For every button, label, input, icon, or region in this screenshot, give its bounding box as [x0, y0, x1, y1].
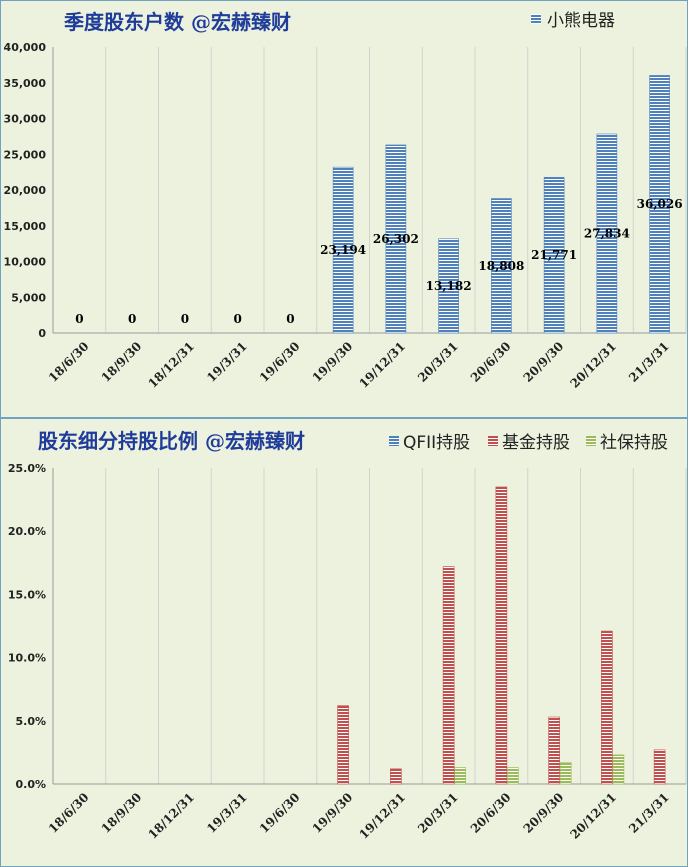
x-tick-label: 19/3/31: [204, 339, 250, 385]
bar-20/12/31: [612, 754, 625, 785]
bar-19/12/31: [390, 768, 402, 785]
y-axis-ticks: 0 5,000 10,000 15,000 20,000 25,000 30,000 35,0…: [4, 41, 47, 340]
data-label: 18,808: [478, 259, 524, 273]
x-tick-label: 20/9/30: [521, 790, 567, 836]
x-tick-label: 18/9/30: [99, 790, 145, 836]
y-tick-label: 10.0%: [8, 652, 46, 665]
bars: [337, 486, 666, 785]
y-tick-label: 40,000: [4, 41, 47, 54]
x-tick-label: 19/9/30: [310, 790, 356, 836]
bar-20/3/31: [442, 566, 455, 785]
y-tick-label: 15,000: [4, 220, 47, 233]
x-tick-label: 19/6/30: [257, 339, 303, 385]
x-tick-label: 21/3/31: [626, 339, 672, 385]
x-tick-label: 20/6/30: [468, 790, 514, 836]
y-tick-label: 25,000: [4, 148, 47, 161]
x-axis-ticks: 18/6/30 18/9/30 18/12/31 19/3/31 19/6/30 19/9…: [46, 339, 672, 391]
y-tick-label: 20.0%: [8, 525, 46, 538]
y-tick-label: 30,000: [4, 113, 47, 126]
x-tick-label: 20/12/31: [567, 790, 619, 842]
x-tick-label: 21/3/31: [626, 790, 672, 836]
x-tick-label: 18/9/30: [99, 339, 145, 385]
legend-marker-fund: [488, 436, 498, 446]
y-tick-label: 10,000: [4, 256, 47, 269]
bar-21/3/31: [649, 75, 670, 334]
legend-marker-xiaoxiong: [531, 14, 541, 24]
y-tick-label: 25.0%: [8, 462, 46, 475]
data-label: 36,026: [637, 197, 683, 211]
x-tick-label: 19/12/31: [356, 790, 408, 842]
bar-20/9/30: [543, 177, 565, 334]
x-tick-label: 20/12/31: [567, 339, 619, 391]
bar-20/3/31: [438, 238, 459, 334]
legend-marker-qfii: [389, 436, 399, 446]
x-tick-label: 18/12/31: [145, 790, 197, 842]
x-tick-label: 20/6/30: [468, 339, 514, 385]
x-tick-label: 18/6/30: [46, 339, 92, 385]
y-axis-ticks: 0.0% 5.0% 10.0% 15.0% 20.0% 25.0%: [8, 462, 46, 791]
data-label: 0: [128, 312, 136, 326]
x-tick-label: 18/6/30: [46, 790, 92, 836]
data-label: 0: [181, 312, 189, 326]
x-tick-label: 20/3/31: [415, 339, 461, 385]
bar-21/3/31: [653, 749, 666, 785]
data-label: 0: [233, 312, 241, 326]
y-tick-label: 0.0%: [15, 778, 46, 791]
grid-lines: [52, 468, 687, 785]
data-label: 0: [286, 312, 294, 326]
y-tick-label: 20,000: [4, 184, 47, 197]
legend-label-fund: 基金持股: [502, 433, 570, 453]
legend-marker-social-security: [586, 436, 596, 446]
data-label: 26,302: [373, 232, 419, 246]
bar-20/9/30: [559, 762, 572, 785]
x-tick-label: 19/12/31: [356, 339, 408, 391]
data-label: 13,182: [426, 279, 472, 293]
x-tick-label: 18/12/31: [145, 339, 197, 391]
x-tick-label: 20/3/31: [415, 790, 461, 836]
bar-20/6/30: [495, 486, 508, 785]
chart-title: 股东细分持股比例 @宏赫臻财: [38, 429, 305, 453]
legend-label-xiaoxiong: 小熊电器: [547, 11, 615, 31]
grid-lines: [52, 47, 687, 334]
data-labels: 0 0 0 0 0 23,194 26,302 13,182 18,808 21,771 27,83…: [75, 197, 682, 326]
y-tick-label: 0: [38, 327, 46, 340]
shareholder-count-chart: 季度股东户数 @宏赫臻财 小熊电器 0 5,000 10,000 15,000 20,0…: [4, 10, 687, 391]
data-label: 21,771: [531, 248, 577, 262]
bars: [332, 75, 670, 334]
x-tick-label: 19/3/31: [204, 790, 250, 836]
bar-20/3/31: [454, 767, 466, 785]
x-axis-ticks: 18/6/30 18/9/30 18/12/31 19/3/31 19/6/30 19/9…: [46, 790, 672, 842]
data-label: 27,834: [584, 226, 630, 240]
bar-19/9/30: [332, 166, 354, 334]
x-tick-label: 19/9/30: [310, 339, 356, 385]
y-tick-label: 5.0%: [15, 715, 46, 728]
x-tick-label: 19/6/30: [257, 790, 303, 836]
y-tick-label: 35,000: [4, 77, 47, 90]
legend-label-social-security: 社保持股: [600, 433, 668, 453]
bar-19/9/30: [337, 705, 349, 785]
bar-19/12/31: [385, 144, 407, 334]
bar-20/9/30: [548, 716, 560, 785]
x-tick-label: 20/9/30: [521, 339, 567, 385]
data-label: 23,194: [320, 243, 366, 257]
bar-20/12/31: [596, 133, 618, 334]
data-label: 0: [75, 312, 83, 326]
bar-20/6/30: [507, 767, 519, 785]
y-tick-label: 5,000: [11, 291, 46, 304]
bar-20/6/30: [491, 198, 512, 334]
y-tick-label: 15.0%: [8, 588, 46, 601]
bar-20/12/31: [601, 630, 613, 785]
holding-ratio-chart: 股东细分持股比例 @宏赫臻财 QFII持股 基金持股 社保持股 0.0% 5.0%…: [8, 429, 687, 842]
legend-label-qfii: QFII持股: [403, 433, 470, 453]
chart-title: 季度股东户数 @宏赫臻财: [63, 10, 291, 34]
holding-ratio-panel: [0, 418, 688, 867]
